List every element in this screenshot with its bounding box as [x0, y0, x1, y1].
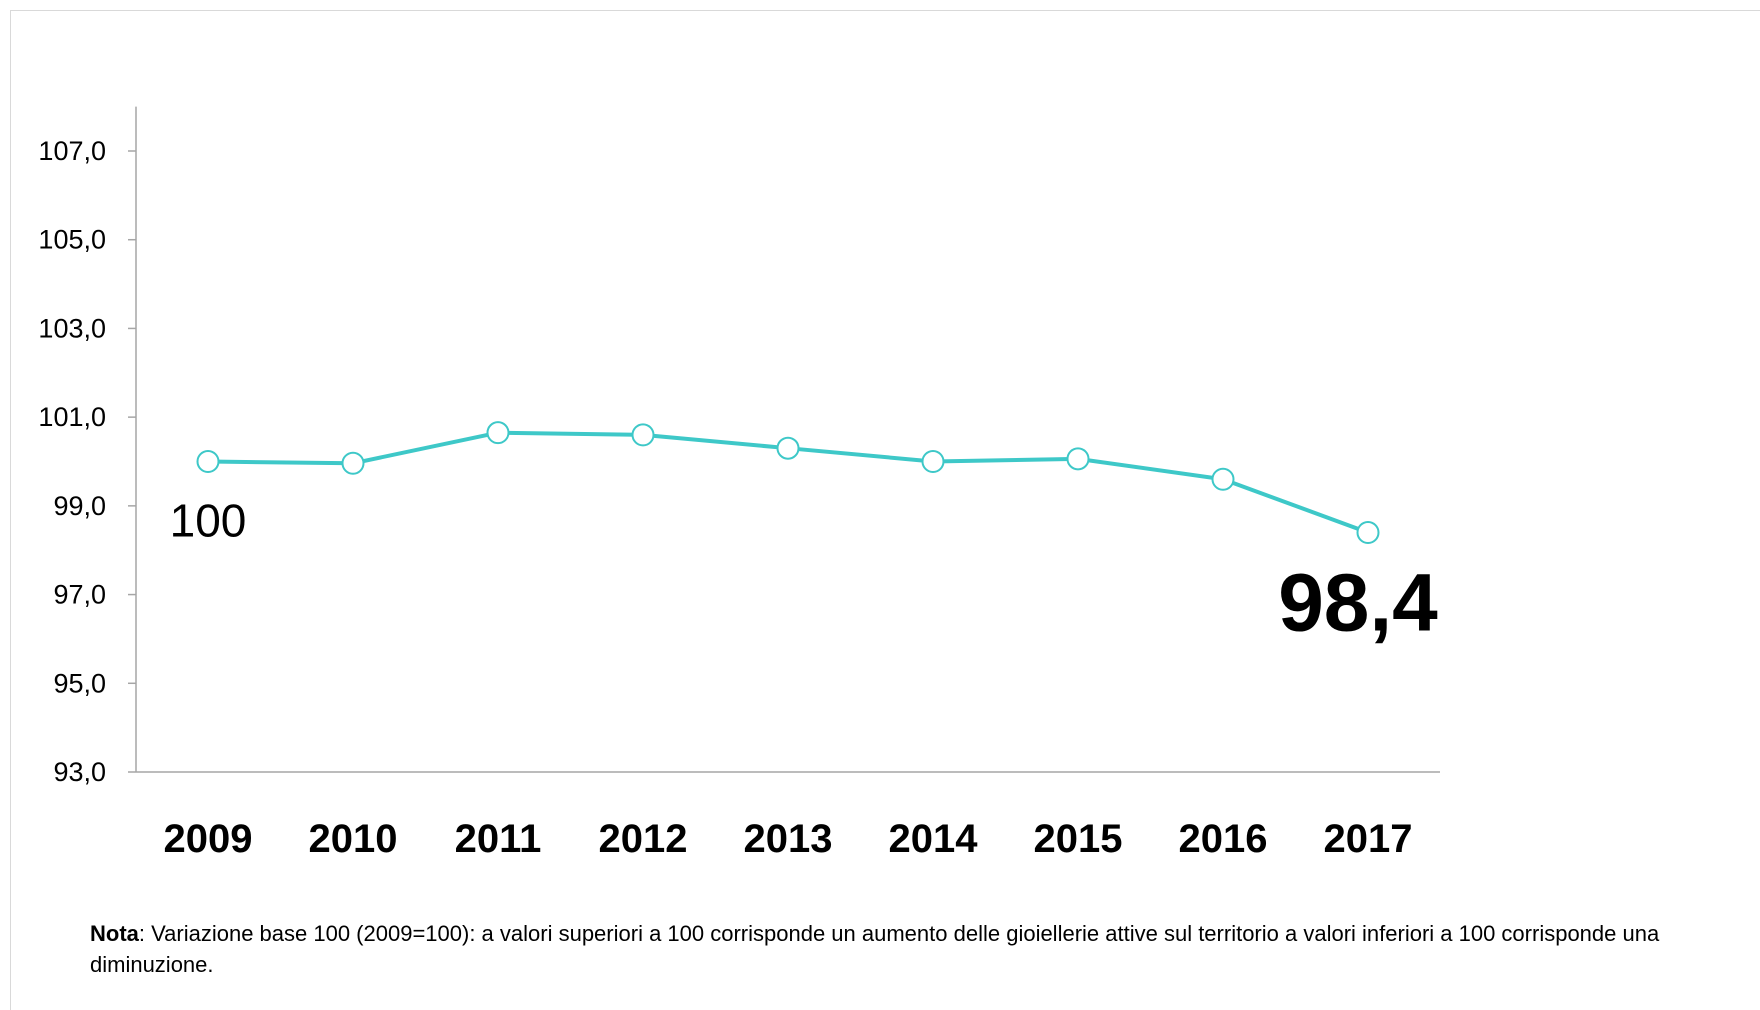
x-tick-label: 2014: [889, 817, 979, 861]
note-label: Nota: [90, 921, 139, 946]
y-tick-label: 95,0: [53, 668, 106, 698]
x-tick-label: 2010: [309, 817, 398, 861]
start-value-label: 100: [170, 495, 247, 547]
y-tick-label: 103,0: [38, 313, 106, 343]
data-point: [921, 450, 945, 473]
x-tick-label: 2013: [744, 817, 833, 861]
x-tick-label: 2012: [599, 817, 688, 861]
x-tick-label: 2009: [164, 817, 253, 861]
y-tick-label: 93,0: [53, 757, 106, 787]
y-tick-label: 105,0: [38, 225, 106, 255]
y-tick-label: 101,0: [38, 402, 106, 432]
x-tick-label: 2011: [455, 817, 542, 861]
data-point: [341, 451, 365, 475]
y-tick-label: 107,0: [38, 136, 106, 166]
annotations: 100 98,4: [170, 495, 1439, 649]
data-point: [196, 450, 220, 473]
chart-frame: [10, 10, 1760, 1010]
end-value-label: 98,4: [1278, 557, 1438, 648]
x-tick-label: 2015: [1034, 817, 1123, 861]
data-point: [776, 436, 800, 460]
y-axis: 93,0 95,0 97,0 99,0 101,0 103,0 105,0 107,0: [38, 106, 137, 787]
data-point: [1066, 447, 1090, 471]
data-point: [486, 421, 510, 445]
x-tick-label: 2016: [1179, 817, 1268, 861]
data-point: [1356, 520, 1380, 544]
data-point: [1211, 467, 1235, 491]
x-tick-label: 2017: [1324, 817, 1413, 861]
series: [196, 421, 1380, 544]
chart-note: Nota: Variazione base 100 (2009=100): a …: [90, 918, 1710, 980]
y-tick-label: 99,0: [53, 491, 106, 521]
note-text: : Variazione base 100 (2009=100): a valo…: [90, 921, 1660, 977]
data-point: [631, 423, 655, 447]
x-axis: 2009 2010 2011 2012 2013 2014 2015 2016 2017: [136, 771, 1440, 861]
y-tick-label: 97,0: [53, 580, 106, 610]
